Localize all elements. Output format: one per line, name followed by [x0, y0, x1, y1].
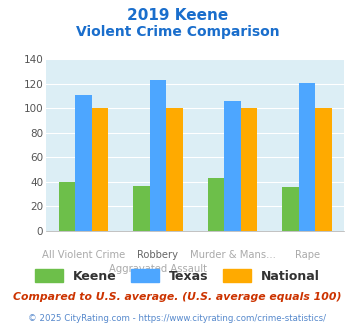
Bar: [208, 178, 224, 231]
Text: 2019 Keene: 2019 Keene: [127, 8, 228, 23]
Bar: [241, 109, 257, 231]
Text: Aggravated Assault: Aggravated Assault: [109, 264, 207, 274]
Bar: [133, 186, 150, 231]
Bar: [224, 101, 241, 231]
Bar: [315, 109, 332, 231]
Bar: [150, 80, 166, 231]
Text: Violent Crime Comparison: Violent Crime Comparison: [76, 25, 279, 39]
Text: Compared to U.S. average. (U.S. average equals 100): Compared to U.S. average. (U.S. average …: [13, 292, 342, 302]
Text: All Violent Crime: All Violent Crime: [42, 250, 125, 260]
Text: Murder & Mans...: Murder & Mans...: [190, 250, 275, 260]
Text: Rape: Rape: [295, 250, 320, 260]
Text: © 2025 CityRating.com - https://www.cityrating.com/crime-statistics/: © 2025 CityRating.com - https://www.city…: [28, 314, 327, 323]
Bar: [59, 182, 75, 231]
Bar: [92, 109, 108, 231]
Bar: [283, 187, 299, 231]
Legend: Keene, Texas, National: Keene, Texas, National: [30, 264, 325, 288]
Bar: [75, 95, 92, 231]
Bar: [166, 109, 182, 231]
Bar: [299, 83, 315, 231]
Text: Robbery: Robbery: [137, 250, 179, 260]
